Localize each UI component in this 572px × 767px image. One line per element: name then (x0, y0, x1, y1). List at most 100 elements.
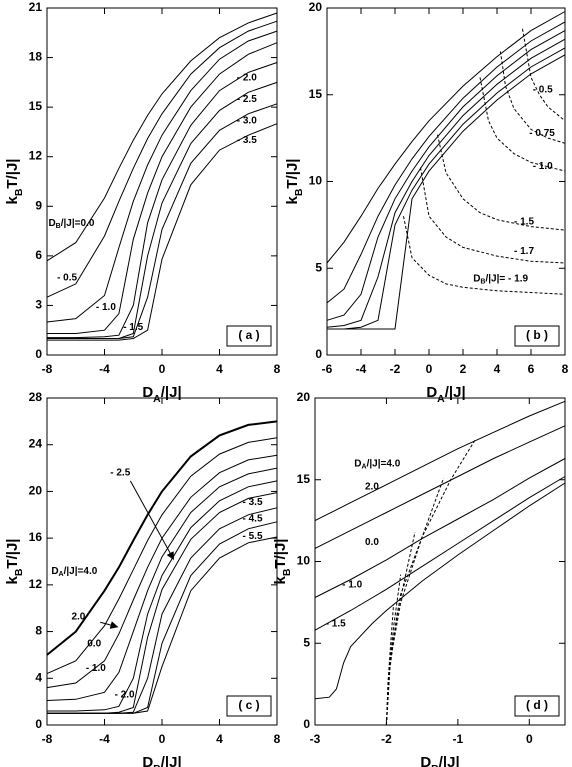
y-tick-label: 4 (35, 670, 42, 684)
curve-label: DA/|J|=4.0 (51, 565, 97, 578)
curve (403, 216, 566, 295)
panel-label: ( b ) (526, 328, 548, 342)
x-tick-label: 0 (159, 362, 166, 376)
x-tick-label: 8 (274, 732, 281, 746)
curve (327, 47, 566, 330)
curve (326, 30, 566, 321)
curve (385, 574, 402, 726)
x-tick-label: 8 (274, 362, 281, 376)
y-axis-label: kBT/|J| (4, 538, 25, 584)
curve (326, 11, 566, 264)
y-tick-label: 9 (35, 198, 42, 212)
y-tick-label: 21 (29, 0, 43, 14)
y-tick-label: 8 (35, 624, 42, 638)
x-tick-label: -4 (356, 362, 367, 376)
panel-label-box (514, 325, 560, 347)
x-tick-label: 4 (494, 362, 501, 376)
curve-label: - 1.7 (514, 246, 534, 257)
y-tick-label: 6 (35, 248, 42, 262)
y-tick-label: 28 (29, 390, 43, 404)
x-tick-label: -8 (42, 732, 53, 746)
panel: -8 -4 0 4 8 0 4 8 12 16 20 24 28 DB/|J| kBT/|J| DA/|J|=… (4, 390, 281, 767)
panel-label-box (514, 695, 560, 717)
curve-label: 0.0 (365, 537, 379, 548)
y-tick-label: 20 (297, 390, 311, 404)
y-tick-label: 15 (309, 87, 323, 101)
curve-label: - 3.5 (237, 135, 257, 146)
curve (46, 437, 278, 675)
x-axis-label: DA/|J| (142, 384, 181, 405)
curve (327, 54, 566, 330)
plot-frame (46, 7, 278, 356)
x-tick-label: -3 (310, 732, 321, 746)
x-tick-label: -2 (390, 362, 401, 376)
y-axis-label: kBT/|J| (284, 158, 305, 204)
curve-label: - 2.0 (237, 72, 257, 83)
curve (314, 458, 566, 598)
curve-label: DA/|J|=4.0 (354, 458, 400, 471)
curve (47, 123, 278, 341)
x-tick-label: -4 (99, 732, 110, 746)
x-tick-label: 0 (426, 362, 433, 376)
curve (326, 21, 566, 304)
plot-frame (46, 397, 278, 726)
y-tick-label: 12 (29, 149, 43, 163)
curve (47, 480, 278, 712)
y-tick-label: 3 (35, 298, 42, 312)
curve (47, 103, 278, 339)
curve (47, 492, 278, 714)
y-tick-label: 10 (309, 174, 323, 188)
y-tick-label: 0 (315, 347, 322, 361)
panel: -8 -4 0 4 8 0 3 6 9 12 15 18 21 DA/|J| kBT/|J| DB/|J|=0… (4, 0, 281, 405)
y-tick-label: 16 (29, 530, 43, 544)
panel-label-box (226, 695, 272, 717)
x-tick-label: -4 (99, 362, 110, 376)
x-axis-label: DB/|J| (420, 754, 459, 767)
curve (47, 536, 278, 714)
x-tick-label: 4 (216, 732, 223, 746)
x-tick-label: 4 (216, 362, 223, 376)
x-tick-label: -8 (42, 362, 53, 376)
curve (47, 62, 278, 339)
curve (522, 28, 566, 122)
y-tick-label: 10 (297, 554, 311, 568)
curve-label: - 3.0 (237, 115, 257, 126)
y-axis-label: kBT/|J| (272, 538, 293, 584)
curve-label: 2.0 (365, 481, 379, 492)
x-tick-label: -6 (322, 362, 333, 376)
curve (385, 438, 477, 726)
curve-label: - 2.5 (237, 94, 257, 105)
y-tick-label: 20 (309, 0, 323, 14)
curve-label: DB/|J|=0.0 (48, 217, 94, 230)
y-tick-label: 5 (303, 635, 310, 649)
panel-label: ( c ) (238, 698, 259, 712)
y-tick-label: 15 (29, 99, 43, 113)
curve-label: DB/|J|= - 1.9 (473, 273, 528, 286)
x-tick-label: 8 (562, 362, 569, 376)
curve-label: - 1.0 (96, 302, 116, 313)
curve-label: - 1.0 (86, 662, 106, 673)
curve (314, 482, 566, 700)
curve-label: - 1.5 (514, 216, 534, 227)
curve (46, 467, 278, 701)
curve (326, 38, 566, 328)
curve (385, 603, 395, 726)
curve (47, 42, 278, 334)
curve-label: - 1.5 (123, 322, 143, 333)
x-axis-label: DA/|J| (426, 384, 465, 405)
curve (420, 167, 566, 264)
curve-label: - 5.5 (243, 530, 263, 541)
curve-label: - 0.5 (57, 272, 77, 283)
curve (46, 12, 278, 262)
curve-label: - 1.0 (533, 161, 553, 172)
curve (385, 477, 445, 726)
curve-label: - 1.0 (342, 579, 362, 590)
y-tick-label: 12 (29, 577, 43, 591)
y-tick-label: 0 (35, 347, 42, 361)
arrow (129, 480, 174, 561)
curve (314, 476, 566, 631)
curve (314, 400, 566, 522)
y-axis-label: kBT/|J| (4, 158, 25, 204)
curve-label: 0.0 (87, 638, 101, 649)
